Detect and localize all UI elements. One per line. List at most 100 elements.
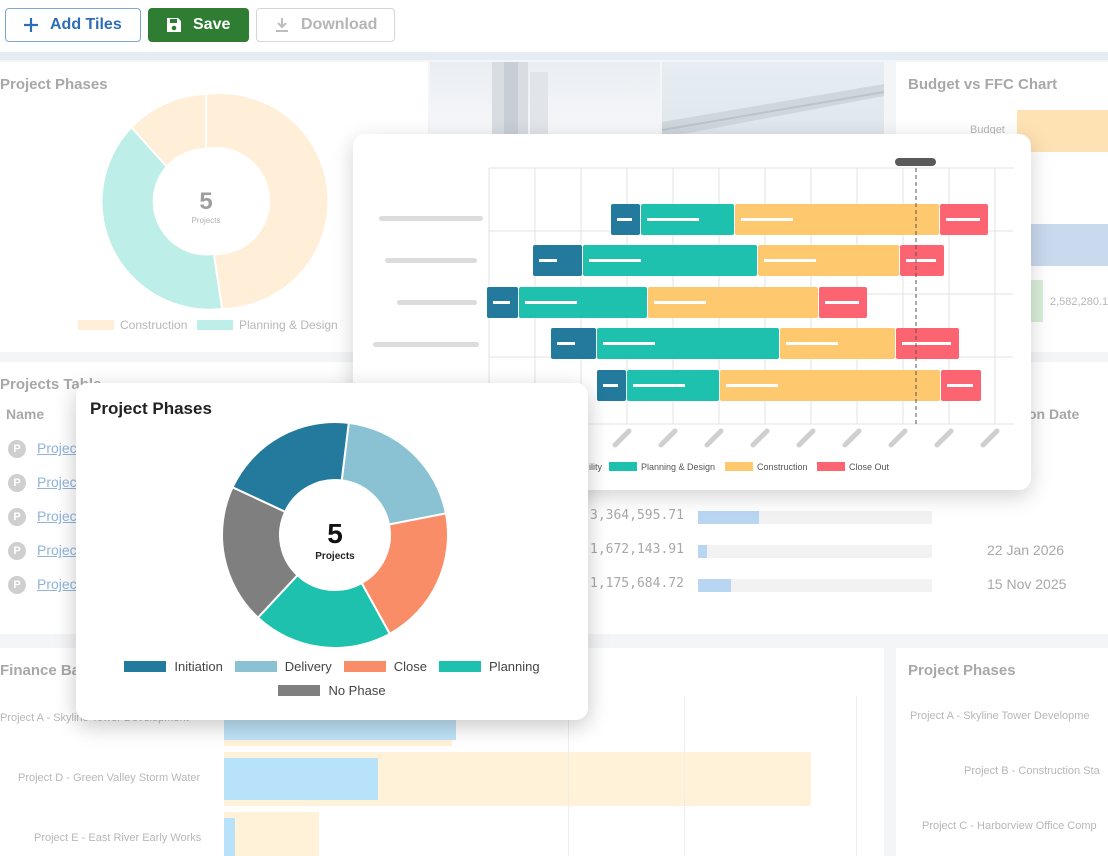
donut-slice-delivery[interactable] bbox=[340, 421, 448, 526]
table-row[interactable]: P Project 1,175,684.72 15 Nov 2025 bbox=[0, 568, 1108, 602]
gantt-chart-preview[interactable]: ility Planning & Design Construction Close … bbox=[353, 134, 1031, 490]
bar-label-placeholder bbox=[617, 218, 632, 221]
download-icon bbox=[276, 18, 288, 32]
donut-slice-close[interactable] bbox=[360, 512, 449, 636]
bar-label-placeholder bbox=[539, 259, 557, 262]
save-label: Save bbox=[193, 16, 231, 33]
phases-row-label: Project C - Harborview Office Comp bbox=[922, 820, 1097, 832]
phases-center-value: 5 bbox=[199, 188, 212, 215]
legend-swatch bbox=[439, 661, 482, 672]
bar-label-placeholder bbox=[633, 384, 685, 387]
finance-bar bbox=[224, 818, 235, 856]
finance-row-label: Project E - East River Early Works bbox=[34, 832, 202, 844]
bar-label-placeholder bbox=[726, 384, 778, 387]
legend-label: Close Out bbox=[849, 462, 890, 472]
add-tiles-label: Add Tiles bbox=[50, 16, 122, 33]
donut-slice-no-phase[interactable] bbox=[221, 485, 299, 620]
legend-swatch bbox=[817, 462, 845, 471]
legend-swatch bbox=[609, 462, 637, 471]
bar-label-placeholder bbox=[947, 384, 973, 387]
tile-title: Project Phases bbox=[0, 76, 108, 93]
tile-title: Finance Bar bbox=[0, 662, 86, 679]
toolbar: Add Tiles Save Download bbox=[0, 0, 1108, 52]
table-row[interactable]: P Project 3,364,595.71 bbox=[0, 500, 1108, 534]
download-label: Download bbox=[301, 16, 378, 33]
donut-chart: 5 Projects bbox=[221, 421, 449, 649]
project-avatar: P bbox=[8, 508, 26, 526]
bar-label-placeholder bbox=[741, 218, 793, 221]
project-avatar: P bbox=[8, 474, 26, 492]
bar-label-placeholder bbox=[946, 218, 980, 221]
tick-label-placeholder bbox=[980, 428, 1000, 448]
bar-label-placeholder bbox=[603, 384, 618, 387]
gantt-chart: ility Planning & Design Construction Close … bbox=[373, 158, 1013, 472]
project-link[interactable]: Project bbox=[37, 508, 81, 524]
gantt-bar-planning bbox=[583, 245, 757, 276]
legend-label: Construction bbox=[757, 462, 808, 472]
legend-item[interactable]: Initiation bbox=[124, 659, 223, 674]
tick-label-placeholder bbox=[796, 428, 816, 448]
project-link[interactable]: Project bbox=[37, 440, 81, 456]
bar-label-placeholder bbox=[654, 301, 706, 304]
budget-axis-label: Budget bbox=[970, 124, 1005, 136]
legend-label: Planning & Design bbox=[641, 462, 715, 472]
legend-item[interactable]: Delivery bbox=[234, 659, 332, 674]
gantt-bar-construction bbox=[648, 287, 818, 318]
legend-item[interactable]: Close bbox=[343, 659, 428, 674]
project-avatar: P bbox=[8, 542, 26, 560]
col-name-header: Name bbox=[6, 406, 45, 422]
bar-label-placeholder bbox=[906, 259, 936, 262]
donut-legend: No Phase bbox=[76, 683, 588, 698]
toolbar-divider bbox=[0, 52, 1108, 60]
phases-center-label: Projects bbox=[192, 216, 221, 225]
download-button[interactable]: Download bbox=[256, 8, 395, 42]
gantt-bar-construction bbox=[720, 370, 940, 401]
tick-label-placeholder bbox=[888, 428, 908, 448]
row-label-placeholder bbox=[397, 300, 477, 305]
table-row[interactable]: P Project 1,672,143.91 22 Jan 2026 bbox=[0, 534, 1108, 568]
bar-label-placeholder bbox=[603, 342, 655, 345]
floppy-disk-icon bbox=[167, 18, 181, 32]
legend-item[interactable]: Planning bbox=[439, 659, 540, 674]
grid-line bbox=[568, 696, 569, 856]
progress-track bbox=[698, 511, 932, 524]
bridge-image bbox=[662, 84, 884, 138]
bar-label-placeholder bbox=[647, 218, 699, 221]
row-label-placeholder bbox=[385, 258, 477, 263]
tick-label-placeholder bbox=[750, 428, 770, 448]
progress-fill bbox=[698, 579, 731, 592]
tower-photo bbox=[430, 62, 660, 138]
project-link[interactable]: Project bbox=[37, 542, 81, 558]
add-tiles-button[interactable]: Add Tiles bbox=[5, 8, 141, 42]
tick-label-placeholder bbox=[704, 428, 724, 448]
bar-label-placeholder bbox=[764, 259, 816, 262]
project-link[interactable]: Project bbox=[37, 474, 81, 490]
tick-label-placeholder bbox=[934, 428, 954, 448]
plus-icon bbox=[24, 18, 38, 32]
donut-slice-planning[interactable] bbox=[256, 573, 392, 649]
project-link[interactable]: Project bbox=[37, 576, 81, 592]
project-phases-bar-tile[interactable]: Project Phases Project A - Skyline Tower… bbox=[896, 648, 1108, 856]
save-button[interactable]: Save bbox=[148, 8, 249, 42]
project-phases-donut-card[interactable]: Project Phases 5 Projects Initiation Deliv… bbox=[76, 383, 588, 720]
bridge-photo bbox=[662, 62, 884, 138]
legend-swatch bbox=[234, 661, 277, 672]
project-amount: 3,364,595.71 bbox=[590, 508, 684, 523]
donut-center-value: 5 bbox=[327, 518, 343, 549]
tick-label-placeholder bbox=[658, 428, 678, 448]
legend-swatch bbox=[124, 661, 167, 672]
gantt-bar-planning bbox=[597, 328, 779, 359]
grid-line bbox=[684, 696, 685, 856]
project-avatar: P bbox=[8, 440, 26, 458]
phases-row-label: Project A - Skyline Tower Developme bbox=[910, 710, 1090, 722]
budget-bar bbox=[1017, 110, 1108, 152]
legend-label: Close bbox=[393, 659, 428, 674]
phases-donut-faded: 5 Projects bbox=[102, 94, 328, 309]
legend-item[interactable]: No Phase bbox=[278, 683, 386, 698]
tile-title: Budget vs FFC Chart bbox=[908, 76, 1058, 93]
bar-label-placeholder bbox=[525, 301, 577, 304]
donut-slice-initiation[interactable] bbox=[231, 421, 350, 514]
tile-title: Project Phases bbox=[908, 662, 1016, 679]
tower-image bbox=[492, 62, 548, 138]
slice-planning bbox=[102, 128, 222, 309]
